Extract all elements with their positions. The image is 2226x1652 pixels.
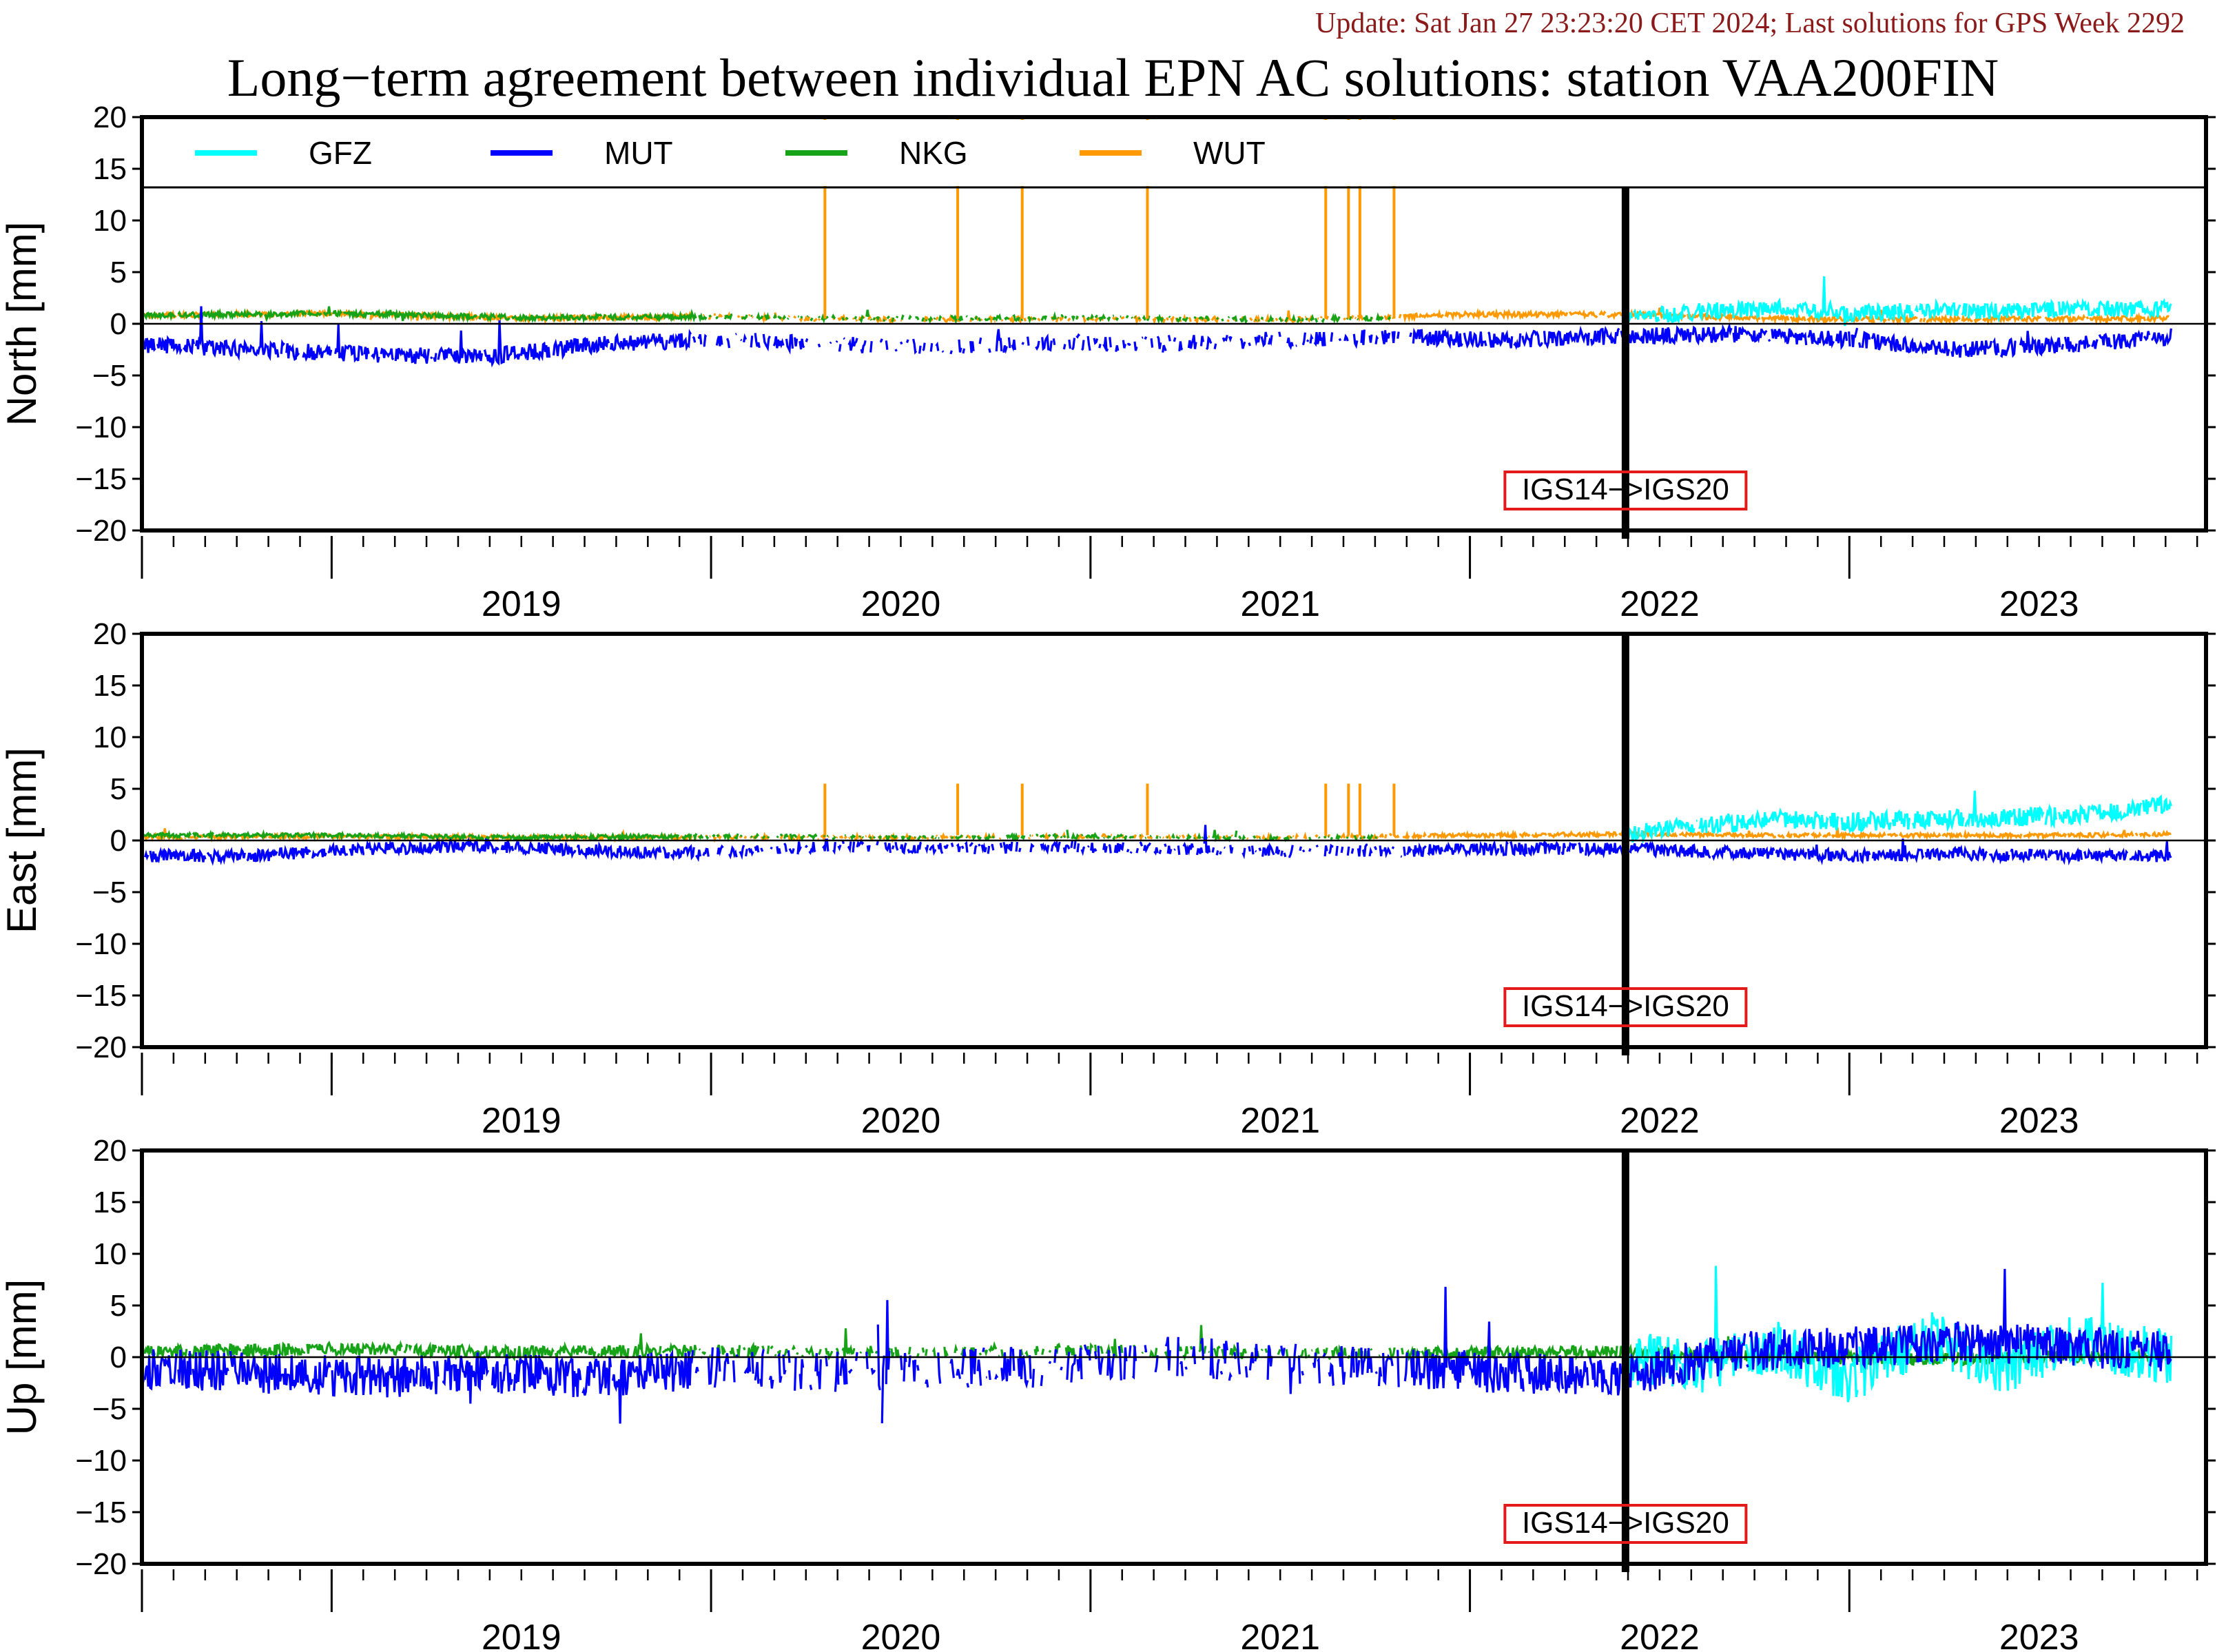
series-group	[142, 117, 2172, 368]
series-mut-line	[142, 1268, 2172, 1424]
frame-change-label-box	[1503, 1504, 1748, 1544]
y-axis-title: North [mm]	[0, 222, 45, 426]
y-tick-label: −15	[75, 979, 127, 1013]
frame-change-label: IGS14−>IGS20	[1522, 473, 1729, 506]
panel-up: IGS14−>IGS20 20 15 10 5 0 −5 −10 −15 −20 Up [mm] 20…	[0, 1134, 2216, 1652]
y-tick-label: −5	[92, 876, 127, 909]
y-tick-label: 5	[110, 256, 127, 289]
legend-label-mut: MUT	[604, 135, 673, 171]
x-tick-label: 2019	[482, 1101, 561, 1141]
legend-label-nkg: NKG	[899, 135, 968, 171]
y-tick-label: −10	[75, 927, 127, 961]
x-tick-label: 2020	[861, 1618, 941, 1652]
y-tick-label: 20	[93, 101, 127, 134]
y-tick-label: −5	[92, 1392, 127, 1426]
y-tick-label: 20	[93, 617, 127, 651]
frame-change-label: IGS14−>IGS20	[1522, 1506, 1729, 1540]
y-tick-label: 5	[110, 772, 127, 806]
y-tick-label: 10	[93, 204, 127, 238]
y-tick-label: 0	[110, 824, 127, 858]
x-tick-label: 2020	[861, 584, 941, 624]
y-tick-label: 10	[93, 721, 127, 754]
x-tick-label: 2021	[1240, 1101, 1320, 1141]
x-tick-label: 2022	[1620, 1101, 1700, 1141]
y-tick-label: 0	[110, 307, 127, 341]
series-gfz-line	[1624, 790, 2172, 845]
legend-label-wut: WUT	[1193, 135, 1266, 171]
y-tick-label: 15	[93, 152, 127, 186]
y-tick-label: 15	[93, 669, 127, 703]
y-tick-label: −20	[75, 1547, 127, 1581]
frame-change-label: IGS14−>IGS20	[1522, 989, 1729, 1023]
legend: GFZ MUT NKG WUT	[142, 120, 2206, 189]
panel-north: IGS14−>IGS20 20 15 10 5 0 −5 −10 −15 −20 North [mm…	[0, 101, 2216, 624]
x-tick-label: 2020	[861, 1101, 941, 1141]
frame-change-label-box	[1503, 471, 1748, 510]
series-mut-line	[142, 306, 2172, 368]
y-tick-label: −10	[75, 411, 127, 444]
y-tick-label: 0	[110, 1341, 127, 1374]
series-mut-line	[142, 825, 2172, 866]
x-tick-label: 2023	[1999, 1618, 2079, 1652]
y-tick-label: 10	[93, 1237, 127, 1271]
series-gfz-line	[1624, 1266, 2173, 1403]
x-tick-label: 2022	[1620, 1618, 1700, 1652]
x-tick-label: 2023	[1999, 1101, 2079, 1141]
y-tick-label: −20	[75, 1031, 127, 1064]
series-group	[142, 1266, 2173, 1424]
legend-background	[145, 120, 2203, 186]
y-tick-label: −5	[92, 359, 127, 393]
y-axis-title: Up [mm]	[0, 1279, 45, 1436]
legend-label-gfz: GFZ	[309, 135, 372, 171]
frame-change-label-box	[1503, 987, 1748, 1027]
series-group	[142, 783, 2172, 866]
y-tick-label: 15	[93, 1186, 127, 1219]
chart-title: Long−term agreement between individual E…	[227, 48, 1999, 107]
x-tick-label: 2019	[482, 584, 561, 624]
update-timestamp: Update: Sat Jan 27 23:23:20 CET 2024; La…	[1315, 8, 2185, 39]
y-tick-label: 5	[110, 1289, 127, 1323]
y-tick-label: −15	[75, 1496, 127, 1529]
y-tick-label: 20	[93, 1134, 127, 1168]
y-tick-label: −10	[75, 1444, 127, 1478]
y-tick-label: −20	[75, 514, 127, 548]
x-tick-label: 2023	[1999, 584, 2079, 624]
y-tick-label: −15	[75, 462, 127, 496]
x-tick-label: 2019	[482, 1618, 561, 1652]
y-axis-title: East [mm]	[0, 747, 45, 933]
x-tick-label: 2021	[1240, 584, 1320, 624]
x-tick-label: 2021	[1240, 1618, 1320, 1652]
x-tick-label: 2022	[1620, 584, 1700, 624]
panel-east: IGS14−>IGS20 20 15 10 5 0 −5 −10 −15 −20 East [mm]…	[0, 617, 2216, 1141]
